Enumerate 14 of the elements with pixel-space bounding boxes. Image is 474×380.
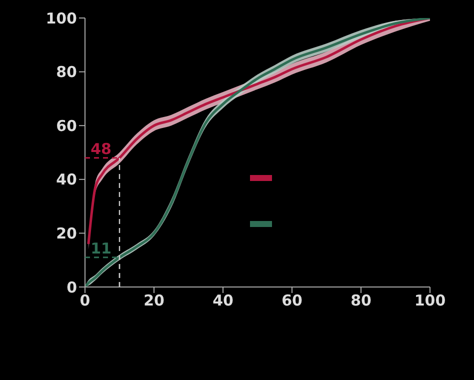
y-tick-label: 20 [56, 224, 77, 243]
x-tick-label: 100 [414, 292, 446, 310]
x-tick-label: 60 [282, 292, 302, 310]
x-tick-label: 40 [212, 292, 234, 310]
y-tick-label: 0 [66, 278, 77, 296]
y-tick-label: 100 [46, 9, 77, 28]
annotation: 48 [90, 140, 112, 158]
y-tick-label: 80 [56, 63, 77, 82]
x-tick-label: 0 [80, 292, 90, 310]
annotation: 11 [90, 239, 112, 258]
y-tick-label: 40 [56, 170, 77, 189]
x-tick-label: 80 [350, 292, 372, 310]
y-tick-label: 60 [56, 116, 77, 135]
x-tick-label: 20 [144, 292, 164, 310]
